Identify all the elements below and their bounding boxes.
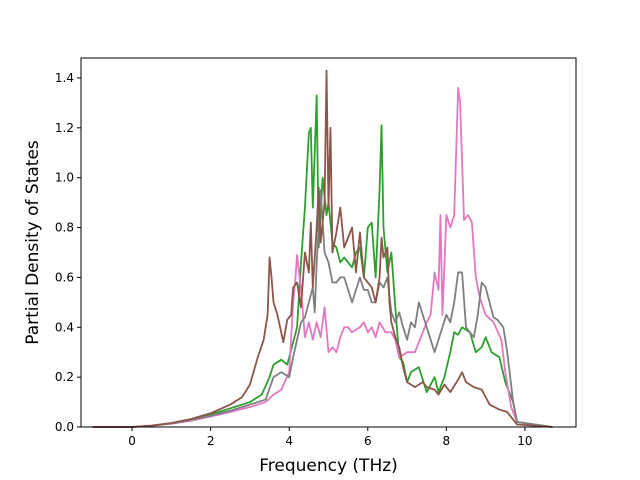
- y-tick-label: 0.0: [55, 420, 74, 434]
- plot-frame: [80, 57, 577, 428]
- y-tick-label: 1.0: [55, 171, 74, 185]
- x-tick-label: 10: [517, 434, 532, 448]
- x-tick-label: 0: [128, 434, 136, 448]
- x-tick-label: 2: [207, 434, 215, 448]
- y-axis-label: Partial Density of States: [23, 140, 43, 345]
- y-tick-label: 1.2: [55, 121, 74, 135]
- x-tick-label: 8: [443, 434, 451, 448]
- x-tick-label: 6: [364, 434, 372, 448]
- x-axis-ticks: 0 2 4 6 8 10: [128, 427, 533, 448]
- y-tick-label: 0.4: [55, 320, 74, 334]
- y-tick-label: 0.6: [55, 270, 74, 284]
- series-line-2: [92, 87, 553, 428]
- y-axis-ticks: 0.0 0.2 0.4 0.6 0.8 1.0 1.2 1.4: [55, 71, 81, 434]
- series-layer: [92, 69, 553, 428]
- y-tick-label: 0.8: [55, 221, 74, 235]
- series-line-4: [92, 69, 553, 428]
- y-tick-label: 0.2: [55, 370, 74, 384]
- x-axis-label: Frequency (THz): [259, 456, 398, 476]
- x-tick-label: 4: [285, 434, 293, 448]
- y-tick-label: 1.4: [55, 71, 74, 85]
